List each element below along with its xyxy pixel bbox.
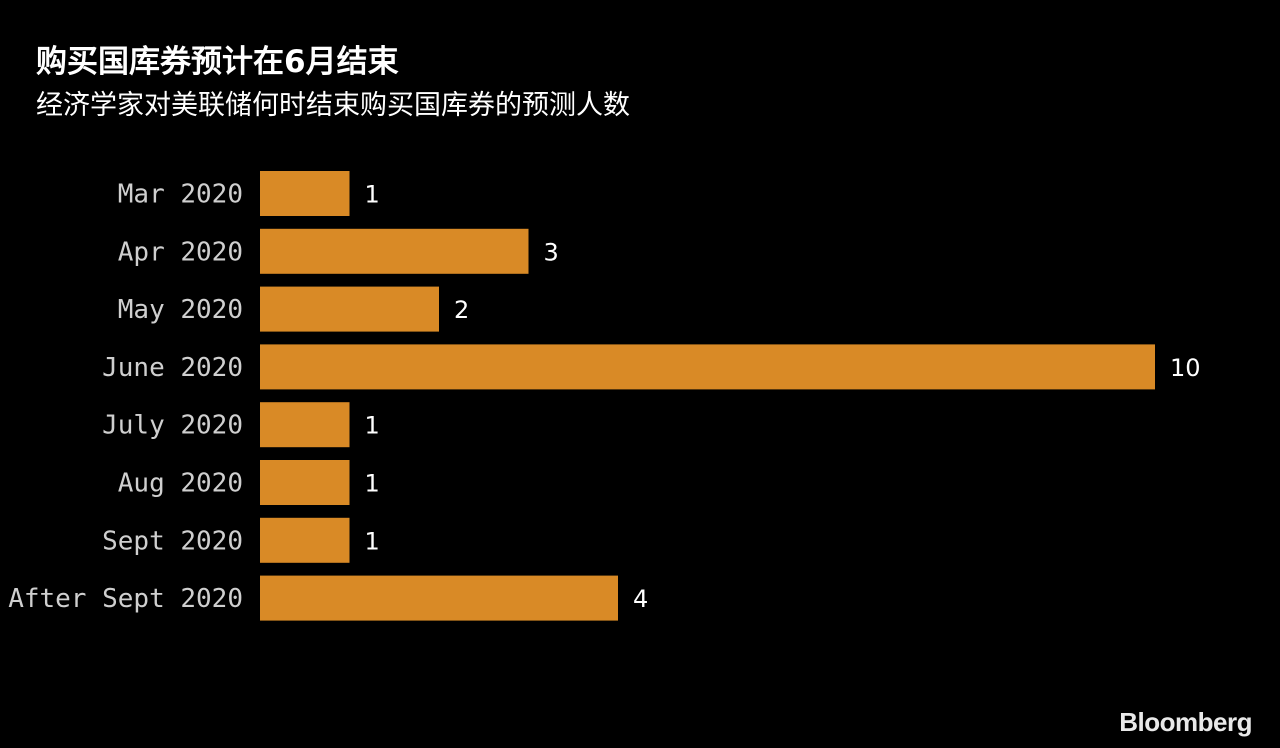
- category-label: Aug 2020: [118, 469, 243, 499]
- category-label: After Sept 2020: [8, 584, 243, 614]
- bar: [260, 286, 439, 332]
- bar: [260, 171, 350, 216]
- category-label: Mar 2020: [118, 180, 243, 210]
- bar: [260, 575, 618, 621]
- value-label: 4: [633, 585, 648, 613]
- category-label: May 2020: [118, 295, 243, 325]
- chart-title: 购买国库券预计在6月结束: [36, 44, 399, 80]
- value-label: 10: [1170, 354, 1201, 382]
- bar: [260, 344, 1155, 390]
- value-label: 1: [365, 412, 380, 440]
- bar: [260, 402, 350, 448]
- bar: [260, 517, 350, 563]
- value-label: 1: [365, 470, 380, 498]
- category-label: Sept 2020: [102, 526, 243, 556]
- category-label: July 2020: [102, 411, 243, 441]
- value-label: 3: [544, 238, 559, 266]
- value-label: 1: [365, 181, 380, 209]
- bar: [260, 228, 529, 274]
- bar: [260, 460, 350, 505]
- category-label: June 2020: [102, 353, 243, 383]
- value-label: 1: [365, 527, 380, 555]
- chart-subtitle: 经济学家对美联储何时结束购买国库券的预测人数: [36, 90, 630, 121]
- value-label: 2: [454, 296, 469, 324]
- bloomberg-logo: Bloomberg: [1119, 707, 1252, 737]
- category-label: Apr 2020: [118, 237, 243, 267]
